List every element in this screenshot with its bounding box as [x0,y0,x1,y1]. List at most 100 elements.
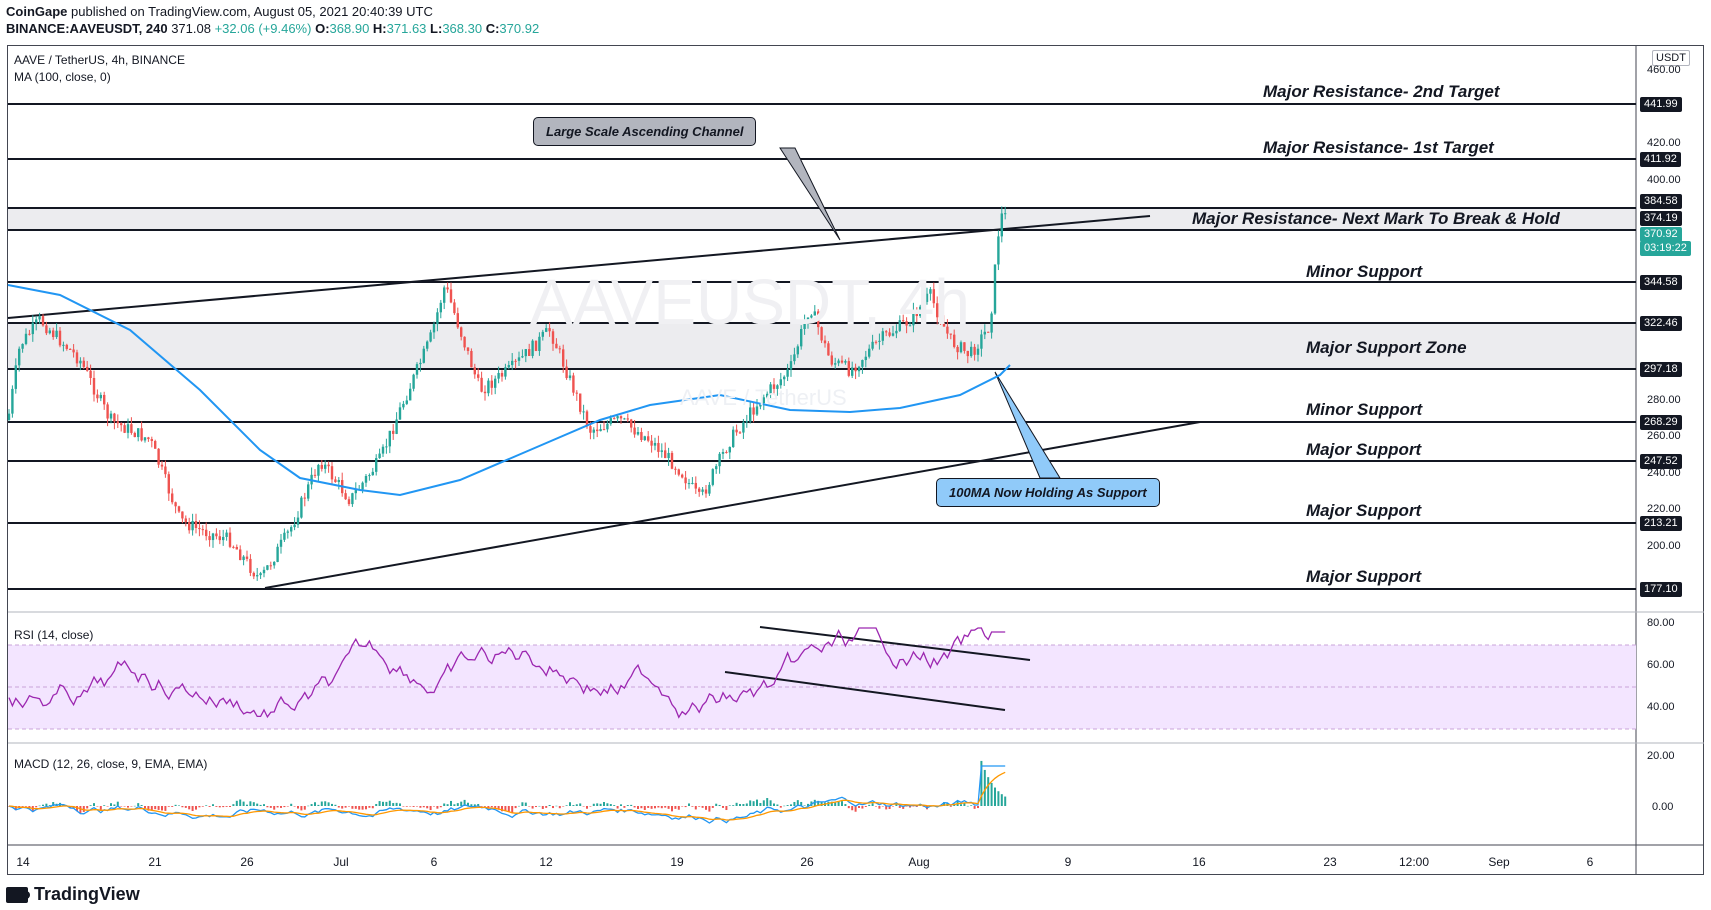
candle-body [538,336,541,351]
candle-body [415,364,419,375]
candle-body [409,388,412,401]
macd-bar [188,806,191,810]
candle-body [684,477,687,484]
macd-bar [997,791,1000,806]
candle-body [184,518,187,523]
ma-legend[interactable]: MA (100, close, 0) [14,70,111,84]
candle-body [609,418,612,424]
candles [7,206,1007,581]
macd-bar [783,805,786,807]
candle-body [626,418,629,420]
macd-bar [844,804,847,806]
candle-body [650,440,653,446]
macd-bar [650,806,653,809]
publisher-name[interactable]: CoinGape [6,4,68,19]
candle-body [86,366,89,371]
candle-body [249,558,252,573]
label-major-support-2: Major Support [1306,501,1422,520]
macd-bar [562,806,565,807]
macd-bar [722,806,724,808]
watermark: AAVEUSDT, 4h [530,266,970,338]
candle-body [62,344,65,346]
date-label: 6 [1586,855,1594,869]
candle-body [531,340,534,356]
candle-body [218,536,221,541]
candle-body [262,569,266,574]
macd-bar [987,777,990,806]
candle-body [130,424,133,433]
candle-body [915,310,918,317]
macd-bar [711,806,714,808]
macd-bar [759,803,762,806]
rsi-line [8,627,1006,719]
candle-body [545,328,548,332]
chart-frame[interactable] [7,45,1704,875]
macd-bar [79,806,82,814]
macd-bar [184,806,187,808]
rsi-legend[interactable]: RSI (14, close) [14,628,94,642]
candle-body [113,413,116,422]
ma-support-callout[interactable]: 100MA Now Holding As Support [936,478,1160,507]
macd-bar [647,806,650,808]
macd-bar [252,802,255,806]
candle-body [830,355,833,365]
macd-bar [858,806,860,808]
candle-body [592,429,595,433]
macd-bar [232,804,235,806]
candle-body [970,346,973,357]
tradingview-footer[interactable]: TradingView [6,884,140,905]
candle-body [388,430,391,447]
date-label: 21 [148,855,162,869]
macd-bar [582,806,585,807]
macd-bar [385,801,388,806]
price-tag: 268.29 [1640,415,1682,430]
macd-bar [263,804,265,806]
candle-body [623,418,626,420]
macd-bar [229,806,231,807]
candle-body [490,380,493,388]
currency-label[interactable]: USDT [1652,50,1690,66]
channel-callout[interactable]: Large Scale Ascending Channel [533,117,757,146]
candle-body [657,442,660,452]
macd-bar [606,803,609,806]
candle-body [337,480,340,483]
macd-bar [123,806,126,807]
macd-bar [89,805,92,806]
candle-body [303,497,306,499]
candle-body [18,348,21,366]
candle-body [52,330,55,338]
candle-body [704,489,708,494]
candle-body [681,474,684,478]
macd-histogram [8,760,1007,814]
macd-bar [834,802,837,806]
macd-bar [803,805,806,806]
published-text: published on TradingView.com, August 05,… [71,4,433,19]
candle-body [776,385,779,389]
macd-bar [654,806,656,809]
candle-body [239,549,242,561]
macd-bar [157,806,160,810]
candle-body [58,330,62,346]
candle-body [154,441,157,449]
macd-bar [820,801,823,806]
label-minor-support-2: Minor Support [1306,400,1423,419]
macd-bar [623,806,626,808]
candle-body [419,362,422,365]
candle-body [198,527,201,530]
candle-body [806,317,810,323]
macd-bar [613,805,616,806]
candle-body [279,539,283,547]
horizontal-levels [8,103,1636,590]
macd-bar [297,806,299,809]
macd-bar [592,803,595,806]
macd-bar [276,806,279,808]
rsi-tick: 80.00 [1647,617,1675,629]
macd-bar [895,804,898,806]
candle-body [242,556,245,561]
macd-signal-line [8,771,1006,821]
macd-legend[interactable]: MACD (12, 26, close, 9, EMA, EMA) [14,757,208,771]
high-value: 371.63 [386,21,427,36]
label-support-zone: Major Support Zone [1306,338,1467,357]
candle-body [694,482,697,489]
